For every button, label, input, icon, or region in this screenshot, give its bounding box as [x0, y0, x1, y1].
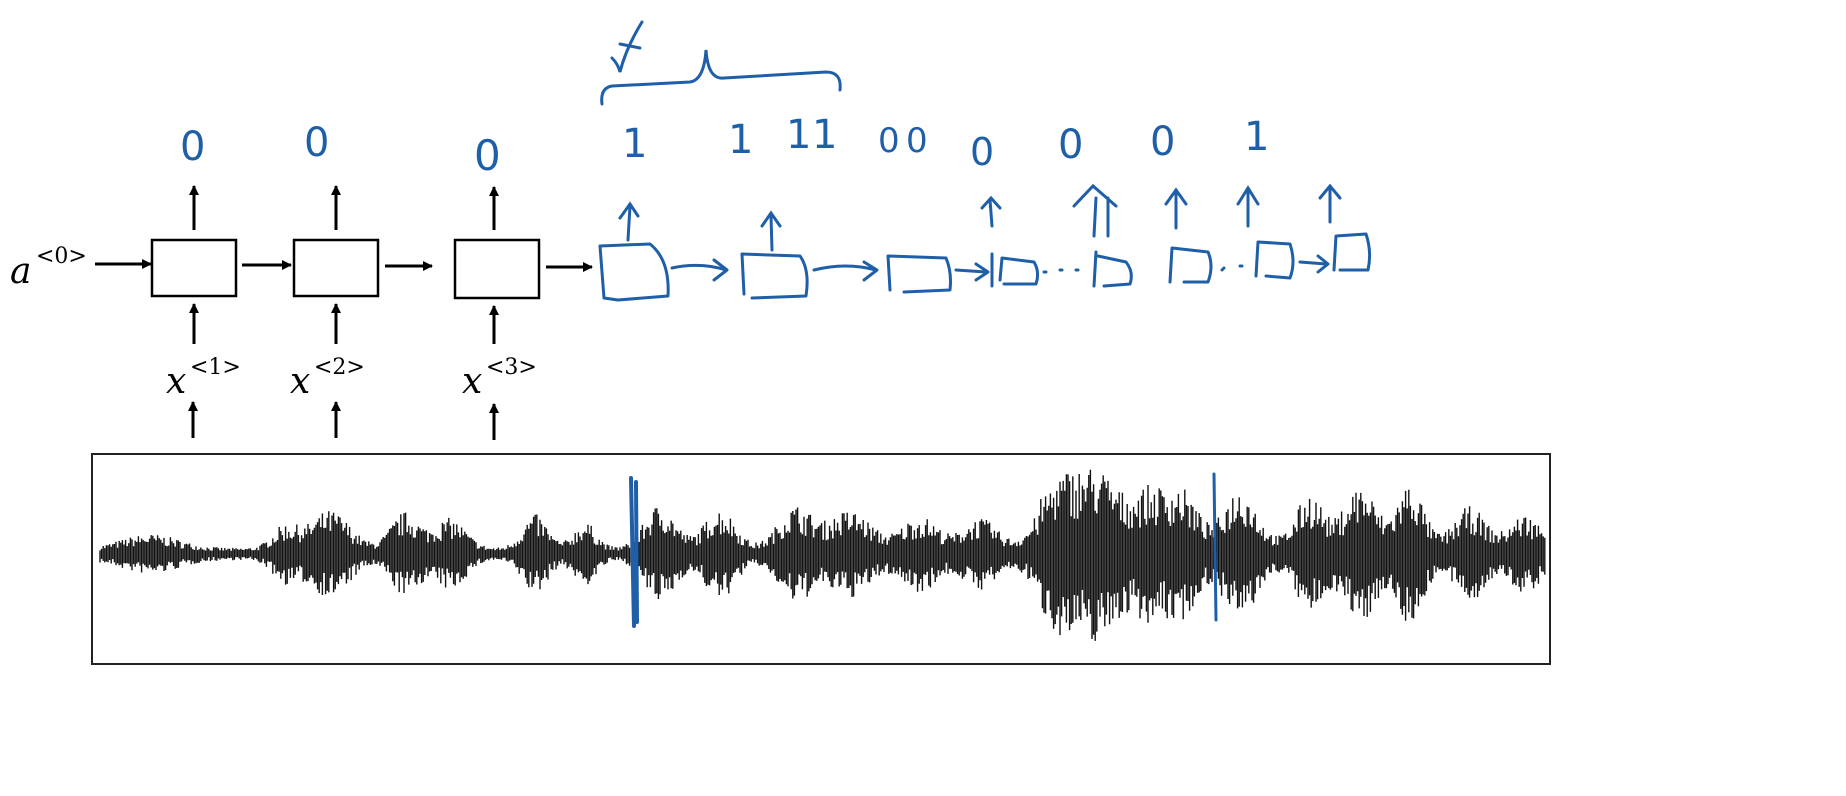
- rnn-cell-2: [292, 238, 380, 298]
- input-x2: x <2>: [290, 355, 365, 402]
- printed-output-labels: 0 0 0: [180, 120, 501, 180]
- hand-cell-2: [740, 252, 809, 300]
- input-x1-sup: <1>: [190, 355, 241, 380]
- trigger-marker-2: [1212, 472, 1218, 622]
- hand-output-3: 1: [786, 112, 811, 158]
- curly-brace-icon: [600, 49, 842, 106]
- hand-arrow-3: [954, 262, 990, 282]
- hand-output-1: 1: [622, 121, 647, 167]
- hand-cell-7: [1254, 240, 1295, 280]
- hand-up-arrow-5: [1164, 187, 1188, 230]
- hand-dots-1: [1042, 268, 1080, 274]
- hand-arrow-4: [1298, 254, 1330, 274]
- hand-up-arrow-4: [1072, 183, 1118, 238]
- initial-state-base: a: [10, 251, 31, 292]
- trigger-marker-1: [629, 476, 639, 628]
- handwritten-up-arrows: [618, 183, 1342, 252]
- output-label-1: 0: [180, 124, 205, 170]
- hand-up-arrow-7: [1318, 183, 1342, 224]
- waveform-trace: [99, 469, 1546, 641]
- hand-dots-2: [1220, 264, 1244, 272]
- hand-up-arrow-3: [980, 195, 1002, 228]
- input-x3-base: x: [462, 361, 482, 402]
- hand-arrow-2: [812, 260, 879, 282]
- rnn-cell-3: [453, 238, 541, 300]
- initial-state-sup: <0>: [36, 244, 87, 269]
- hand-output-2: 1: [728, 117, 753, 163]
- initial-state-label: a <0>: [10, 244, 87, 292]
- hand-output-4: 1: [812, 112, 837, 158]
- handwritten-rnn-chain: [598, 232, 1372, 302]
- hand-up-arrow-2: [760, 210, 782, 252]
- output-label-3: 0: [474, 131, 501, 180]
- hand-arrow-1: [670, 258, 729, 282]
- hand-output-7: 0: [970, 130, 994, 174]
- hand-cell-5: [1092, 250, 1133, 288]
- hand-output-5: 0: [878, 121, 900, 161]
- input-x3-sup: <3>: [486, 355, 537, 380]
- hand-up-arrow-6: [1236, 185, 1260, 228]
- hand-up-arrow-1: [618, 201, 640, 242]
- hand-cell-1: [598, 242, 670, 302]
- checkmark-icon: [610, 20, 644, 73]
- hand-cell-4: [990, 252, 1040, 288]
- hand-output-8: 0: [1058, 122, 1083, 168]
- output-label-2: 0: [304, 120, 329, 166]
- hand-cell-3: [886, 254, 952, 294]
- hand-cell-6: [1168, 246, 1213, 284]
- input-x3: x <3>: [462, 355, 537, 402]
- input-x1: x <1>: [166, 355, 241, 402]
- input-x2-base: x: [290, 361, 310, 402]
- hand-cell-8: [1332, 232, 1372, 272]
- hand-output-6: 0: [906, 121, 928, 161]
- handwritten-output-labels: 1 1 1 1 0 0 0 0 0 1: [622, 112, 1269, 174]
- hand-output-9: 0: [1150, 119, 1175, 165]
- rnn-cell-1: [150, 238, 238, 298]
- printed-rnn: a <0> x <1> x <2> x <3>: [10, 185, 593, 440]
- audio-waveform: [99, 469, 1546, 641]
- hand-output-10: 1: [1244, 114, 1269, 160]
- input-x1-base: x: [166, 361, 186, 402]
- input-x2-sup: <2>: [314, 355, 365, 380]
